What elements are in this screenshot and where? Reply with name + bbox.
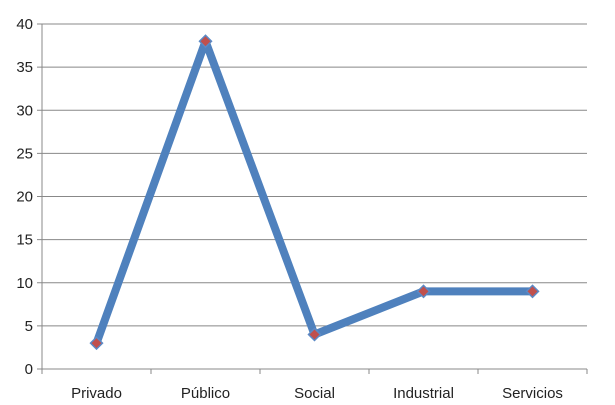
data-point-privado bbox=[89, 336, 104, 351]
y-tick-label-10: 10 bbox=[16, 275, 33, 292]
series-lines bbox=[92, 37, 537, 348]
x-tick-label-social: Social bbox=[294, 385, 335, 402]
x-tick-label-servicios: Servicios bbox=[502, 385, 563, 402]
gridlines bbox=[42, 23, 587, 327]
x-tick-label-público: Público bbox=[181, 385, 230, 402]
x-tick-label-privado: Privado bbox=[71, 385, 122, 402]
y-tick-label-15: 15 bbox=[16, 232, 33, 249]
y-tick-label-0: 0 bbox=[25, 361, 33, 378]
axes bbox=[37, 23, 588, 374]
y-tick-labels: 0 5 10 15 20 25 30 35 40 bbox=[16, 16, 33, 378]
y-tick-label-35: 35 bbox=[16, 59, 33, 76]
x-tick-labels: Privado Público Social Industrial Servicios bbox=[71, 385, 563, 402]
data-point-público bbox=[198, 34, 213, 49]
y-tick-label-30: 30 bbox=[16, 102, 33, 119]
data-point-industrial bbox=[416, 284, 431, 299]
series-markers bbox=[89, 34, 540, 351]
y-tick-label-40: 40 bbox=[16, 16, 33, 33]
x-tick-label-industrial: Industrial bbox=[393, 385, 454, 402]
y-tick-label-25: 25 bbox=[16, 145, 33, 162]
data-point-servicios bbox=[525, 284, 540, 299]
series-line-0 bbox=[92, 37, 537, 348]
y-tick-label-5: 5 bbox=[25, 318, 33, 335]
data-point-social bbox=[307, 327, 322, 342]
y-tick-label-20: 20 bbox=[16, 189, 33, 206]
